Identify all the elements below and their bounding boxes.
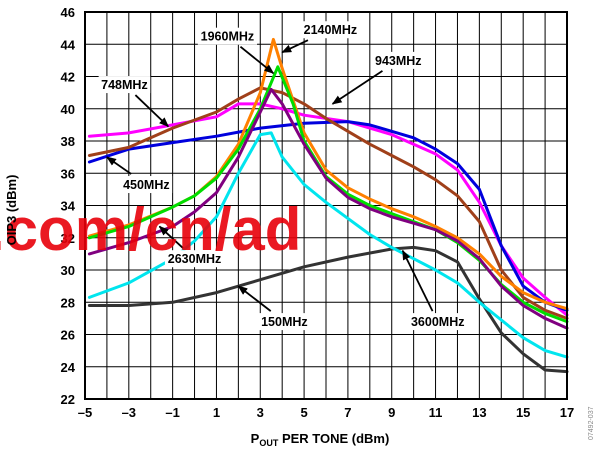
series-line-2630mhz [87,87,569,330]
y-tick-label: 24 [61,360,76,375]
annotation-arrow-450mhz [106,156,132,175]
x-tick-label: 13 [472,405,486,420]
annotation-label-748mhz: 748MHz [101,78,148,92]
annotation-label-2630mhz: 2630MHz [168,252,222,266]
x-tick-label: 5 [300,405,307,420]
series-line-150mhz [87,245,569,374]
annotation-label-450mhz: 450MHz [123,178,170,192]
x-tick-label: 17 [560,405,574,420]
annotation-bg-2140mhz [300,21,360,39]
annotation-bg-3600mhz [408,313,468,331]
x-axis-title-rest: PER TONE (dBm) [278,431,389,446]
annotation-arrow-150mhz [237,285,272,312]
annotation-label-150mhz: 150MHz [261,315,308,329]
y-tick-label: 26 [61,328,75,343]
annotation-bg-150mhz [258,313,311,331]
y-tick-label: 32 [61,231,75,246]
annotation-arrow-3600mhz [401,249,434,312]
y-tick-label: 36 [61,166,75,181]
watermark-layer: .com/cn/ad [0,196,301,263]
y-tick-label: 46 [61,5,75,20]
annotation-arrow-2140mhz [281,39,309,54]
annotation-label-3600mhz: 3600MHz [411,315,465,329]
series-line-3600mhz [87,131,569,359]
annotation-label-943mhz: 943MHz [375,54,422,68]
plot-frame [84,11,568,400]
watermark: .com/cn/ad [0,196,301,263]
x-axis-title-main: P [251,431,260,446]
series-line-450mhz [87,120,569,312]
annotation-arrow-748mhz [134,94,169,128]
annotation-bg-450mhz [120,176,173,194]
annotation-bg-748mhz [98,76,151,94]
x-tick-label: 7 [344,405,351,420]
annotation-arrow-943mhz [331,70,383,105]
figure-id: 07492-037 [588,406,595,440]
x-axis-title: POUT PER TONE (dBm) [251,431,390,448]
series-line-943mhz [87,86,569,320]
annotation-bg-1960mhz [197,27,258,45]
series-line-1960mhz [87,65,569,324]
x-tick-label: 15 [516,405,530,420]
x-tick-label: 9 [388,405,395,420]
annotation-bg-2630mhz [164,250,225,268]
x-tick-label: 11 [429,405,443,420]
x-tick-label: –5 [78,405,92,420]
annotation-label-2140mhz: 2140MHz [304,23,358,37]
annotation-bg-943mhz [372,51,425,69]
annotations: 1960MHz 2140MHz 943MHz 748MHz 450MHz 2630MHz 1… [98,21,468,331]
x-tick-label: –3 [122,405,136,420]
y-tick-label: 34 [61,199,76,214]
y-tick-label: 30 [61,263,75,278]
y-tick-label: 38 [61,134,75,149]
x-axis-title-subscript: OUT [259,438,279,448]
x-tick-label: –1 [165,405,179,420]
y-tick-label: 22 [61,392,75,407]
plot-border [84,11,568,400]
x-tick-label: 3 [257,405,264,420]
y-axis-title: OIP3 (dBm) [4,175,19,246]
y-tick-label: 44 [61,37,76,52]
y-tick-label: 28 [61,295,75,310]
x-tick-label: 1 [213,405,220,420]
y-tick-label: 40 [61,102,75,117]
series-lines [87,37,569,374]
annotation-label-1960mhz: 1960MHz [201,30,255,44]
series-line-2140mhz [87,37,569,311]
annotation-arrow-2630mhz [158,225,184,249]
annotation-arrow-1960mhz [239,45,275,74]
y-tick-label: 42 [61,70,75,85]
